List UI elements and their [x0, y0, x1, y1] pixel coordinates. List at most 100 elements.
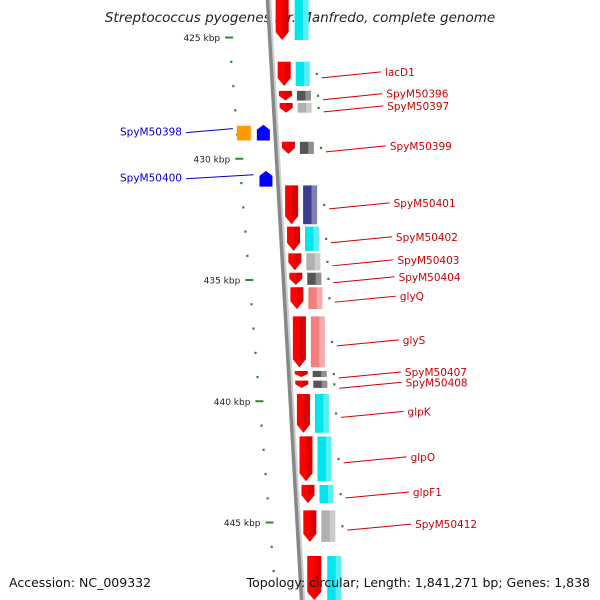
- cog-category-bar: [299, 141, 314, 154]
- gene-label-leader: [321, 71, 381, 79]
- forward-gene-arrow: [296, 393, 310, 433]
- kbp-tick-label: 435 kbp: [204, 277, 241, 287]
- forward-gene-label: SpyM50404: [399, 272, 461, 284]
- gene-label-leader: [329, 202, 390, 210]
- cog-category-bar: [305, 226, 320, 251]
- ruler-minor-mark: [256, 376, 259, 379]
- forward-gene-arrow: [290, 287, 304, 310]
- cog-category-bar: [314, 393, 329, 433]
- gene-marker-dot: [326, 260, 329, 264]
- cog-category-bar: [317, 436, 332, 482]
- gene-label-leader: [332, 259, 394, 267]
- reverse-gene-label: SpyM50398: [120, 127, 182, 139]
- forward-gene-label: glpK: [408, 406, 432, 418]
- gene-marker-dot: [339, 493, 342, 496]
- forward-gene-label: SpyM50408: [406, 377, 468, 389]
- gene-label-leader: [333, 276, 395, 284]
- forward-gene-label: lacD1: [385, 67, 415, 79]
- forward-gene-label: SpyM50403: [397, 255, 459, 267]
- genome-backbone: [265, 0, 306, 600]
- forward-gene-arrow: [275, 0, 289, 40]
- gene-track: [236, 0, 342, 600]
- ruler-minor-mark: [262, 448, 265, 451]
- cog-category-bar: [319, 484, 334, 504]
- forward-gene-label: glpF1: [413, 487, 442, 499]
- forward-gene-label: SpyM50401: [394, 198, 456, 210]
- genome-summary-text: Topology: circular; Length: 1,841,271 bp…: [246, 575, 590, 590]
- gene-marker-dot: [323, 203, 326, 207]
- gene-marker-dot: [333, 383, 336, 386]
- forward-gene-label: SpyM50399: [390, 141, 452, 153]
- forward-gene-arrow: [287, 226, 301, 251]
- cog-category-bar: [308, 287, 323, 310]
- kbp-tick-label: 445 kbp: [224, 519, 261, 529]
- gene-label-leader: [325, 145, 386, 153]
- ruler-minor-mark: [250, 303, 253, 306]
- forward-gene-label: SpyM50412: [415, 519, 477, 531]
- ruler-minor-mark: [230, 60, 233, 63]
- ruler-minor-mark: [246, 254, 249, 257]
- cog-category-bar: [297, 102, 312, 113]
- forward-gene-arrow: [288, 253, 302, 271]
- gene-marker-dot: [317, 106, 320, 110]
- forward-gene-label: glpO: [411, 452, 436, 464]
- gene-label-leader: [334, 295, 396, 303]
- gene-label-leader: [185, 174, 254, 180]
- gene-label-leader: [323, 105, 384, 113]
- gene-marker-dot: [315, 72, 318, 76]
- gene-marker-dot: [334, 412, 338, 415]
- backbone-shadow: [268, 0, 306, 600]
- ruler-minor-marks: [230, 60, 275, 573]
- gene-label-leader: [330, 236, 392, 244]
- forward-gene-arrow: [281, 141, 295, 154]
- reverse-gene-label: SpyM50400: [120, 173, 182, 185]
- forward-gene-arrow: [301, 484, 315, 504]
- gene-marker-dot: [330, 340, 334, 344]
- cog-category-bar: [303, 185, 318, 225]
- kbp-ruler: 425 kbp 430 kbp 435 kbp 440 kbp 445 kbp: [183, 34, 274, 529]
- cog-category-bar: [295, 61, 310, 86]
- ruler-minor-mark: [264, 473, 267, 476]
- reverse-gene-arrow: [259, 170, 273, 187]
- gene-marker-dot: [325, 237, 328, 240]
- gene-label-leader: [347, 523, 412, 531]
- gene-marker-dot: [319, 146, 323, 150]
- ruler-minor-mark: [254, 351, 257, 354]
- forward-gene-label: glyQ: [400, 291, 424, 303]
- gene-label-leader: [339, 381, 402, 389]
- forward-gene-arrow: [303, 510, 317, 542]
- ruler-minor-mark: [270, 545, 273, 548]
- ruler-minor-mark: [272, 570, 275, 573]
- cog-category-bar: [294, 0, 309, 40]
- kbp-tick-label: 425 kbp: [183, 34, 220, 44]
- forward-gene-label: glyS: [403, 335, 426, 347]
- ruler-minor-mark: [232, 85, 235, 88]
- gene-marker-dot: [316, 94, 320, 97]
- forward-gene-arrow: [307, 556, 322, 600]
- ruler-minor-mark: [260, 424, 263, 427]
- forward-gene-arrow: [279, 102, 293, 113]
- kbp-tick-label: 440 kbp: [214, 398, 251, 408]
- gene-marker-dot: [328, 297, 331, 300]
- forward-gene-arrow: [285, 185, 299, 225]
- cog-category-bar: [312, 370, 327, 377]
- cog-category-bar: [296, 90, 311, 101]
- cog-category-bar: [236, 125, 251, 141]
- cog-category-bar: [310, 316, 325, 368]
- cog-category-bar: [313, 380, 328, 388]
- gene-marker-dot: [327, 277, 330, 280]
- kbp-tick-label: 430 kbp: [194, 155, 231, 165]
- gene-marker-dot: [341, 525, 344, 528]
- gene-label-leader: [343, 456, 407, 464]
- cog-category-bar: [307, 272, 322, 285]
- forward-gene-arrow: [299, 436, 313, 482]
- gene-marker-dot: [332, 372, 335, 376]
- forward-gene-arrow: [277, 61, 291, 86]
- gene-label-leader: [340, 410, 404, 418]
- ruler-minor-mark: [240, 182, 243, 185]
- gene-label-leader: [338, 371, 401, 379]
- ruler-minor-mark: [234, 109, 237, 112]
- gene-label-leader: [345, 491, 409, 499]
